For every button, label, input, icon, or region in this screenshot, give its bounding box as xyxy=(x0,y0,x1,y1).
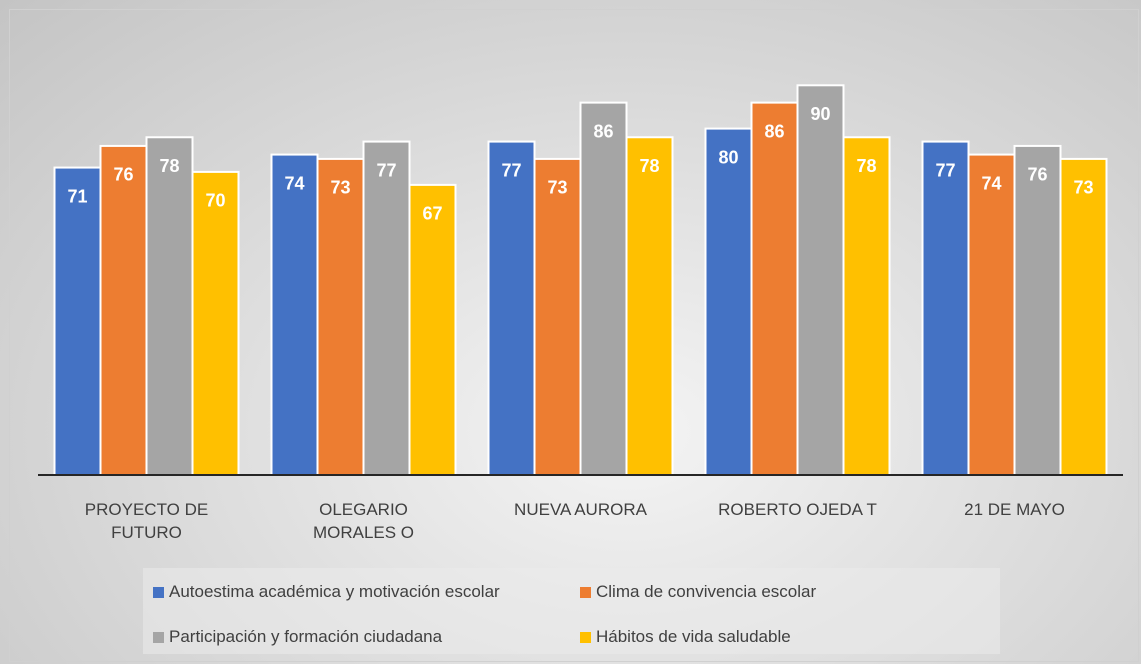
legend-label: Hábitos de vida saludable xyxy=(596,627,791,646)
chart-frame xyxy=(9,9,1139,662)
value-label: 77 xyxy=(935,160,955,180)
bar xyxy=(99,144,148,476)
bar xyxy=(967,153,1016,477)
value-label: 80 xyxy=(718,147,738,167)
value-label: 86 xyxy=(593,121,613,141)
legend-swatch xyxy=(153,586,164,598)
bar xyxy=(704,127,753,476)
x-tick-label: PROYECTO DE FUTURO xyxy=(84,500,209,542)
bar xyxy=(750,101,799,477)
value-label: 78 xyxy=(159,156,179,176)
bar xyxy=(1059,157,1108,476)
value-label: 67 xyxy=(422,204,442,224)
bar xyxy=(625,136,674,476)
legend-label: Participación y formación ciudadana xyxy=(169,627,443,646)
value-label: 77 xyxy=(376,160,396,180)
bar xyxy=(487,140,536,476)
x-tick-label: 21 DE MAYO xyxy=(964,500,1065,519)
bar xyxy=(316,157,365,476)
value-label: 76 xyxy=(1027,165,1047,185)
legend-label: Autoestima académica y motivación escola… xyxy=(169,582,500,601)
bar xyxy=(579,101,628,477)
legend-swatch xyxy=(580,586,591,598)
x-tick-label: OLEGARIO MORALES O xyxy=(312,500,415,542)
value-label: 77 xyxy=(501,160,521,180)
x-tick-label: ROBERTO OJEDA T xyxy=(718,500,877,519)
bar xyxy=(921,140,970,476)
bar xyxy=(191,170,240,476)
value-label: 70 xyxy=(205,191,225,211)
value-label: 74 xyxy=(981,173,1001,193)
legend-item: Participación y formación ciudadana xyxy=(153,627,442,647)
bar xyxy=(533,157,582,476)
bar xyxy=(362,140,411,476)
legend: Autoestima académica y motivación escola… xyxy=(143,568,1000,654)
bar xyxy=(145,136,194,476)
value-label: 86 xyxy=(764,121,784,141)
value-label: 78 xyxy=(639,156,659,176)
value-label: 78 xyxy=(856,156,876,176)
value-label: 90 xyxy=(810,104,830,124)
value-label: 73 xyxy=(1073,178,1093,198)
bar xyxy=(842,136,891,476)
legend-item: Clima de convivencia escolar xyxy=(580,582,816,602)
value-label: 74 xyxy=(284,173,304,193)
legend-swatch xyxy=(580,631,591,643)
bar xyxy=(53,166,102,476)
value-label: 73 xyxy=(330,178,350,198)
bar xyxy=(408,183,457,476)
bar xyxy=(1013,144,1062,476)
legend-item: Hábitos de vida saludable xyxy=(580,627,791,647)
bar xyxy=(796,84,845,477)
x-tick-label: NUEVA AURORA xyxy=(514,500,647,519)
value-label: 73 xyxy=(547,178,567,198)
value-label: 76 xyxy=(113,165,133,185)
bar xyxy=(270,153,319,477)
legend-label: Clima de convivencia escolar xyxy=(596,582,817,601)
legend-item: Autoestima académica y motivación escola… xyxy=(153,582,500,602)
value-label: 71 xyxy=(67,186,87,206)
legend-swatch xyxy=(153,631,164,643)
